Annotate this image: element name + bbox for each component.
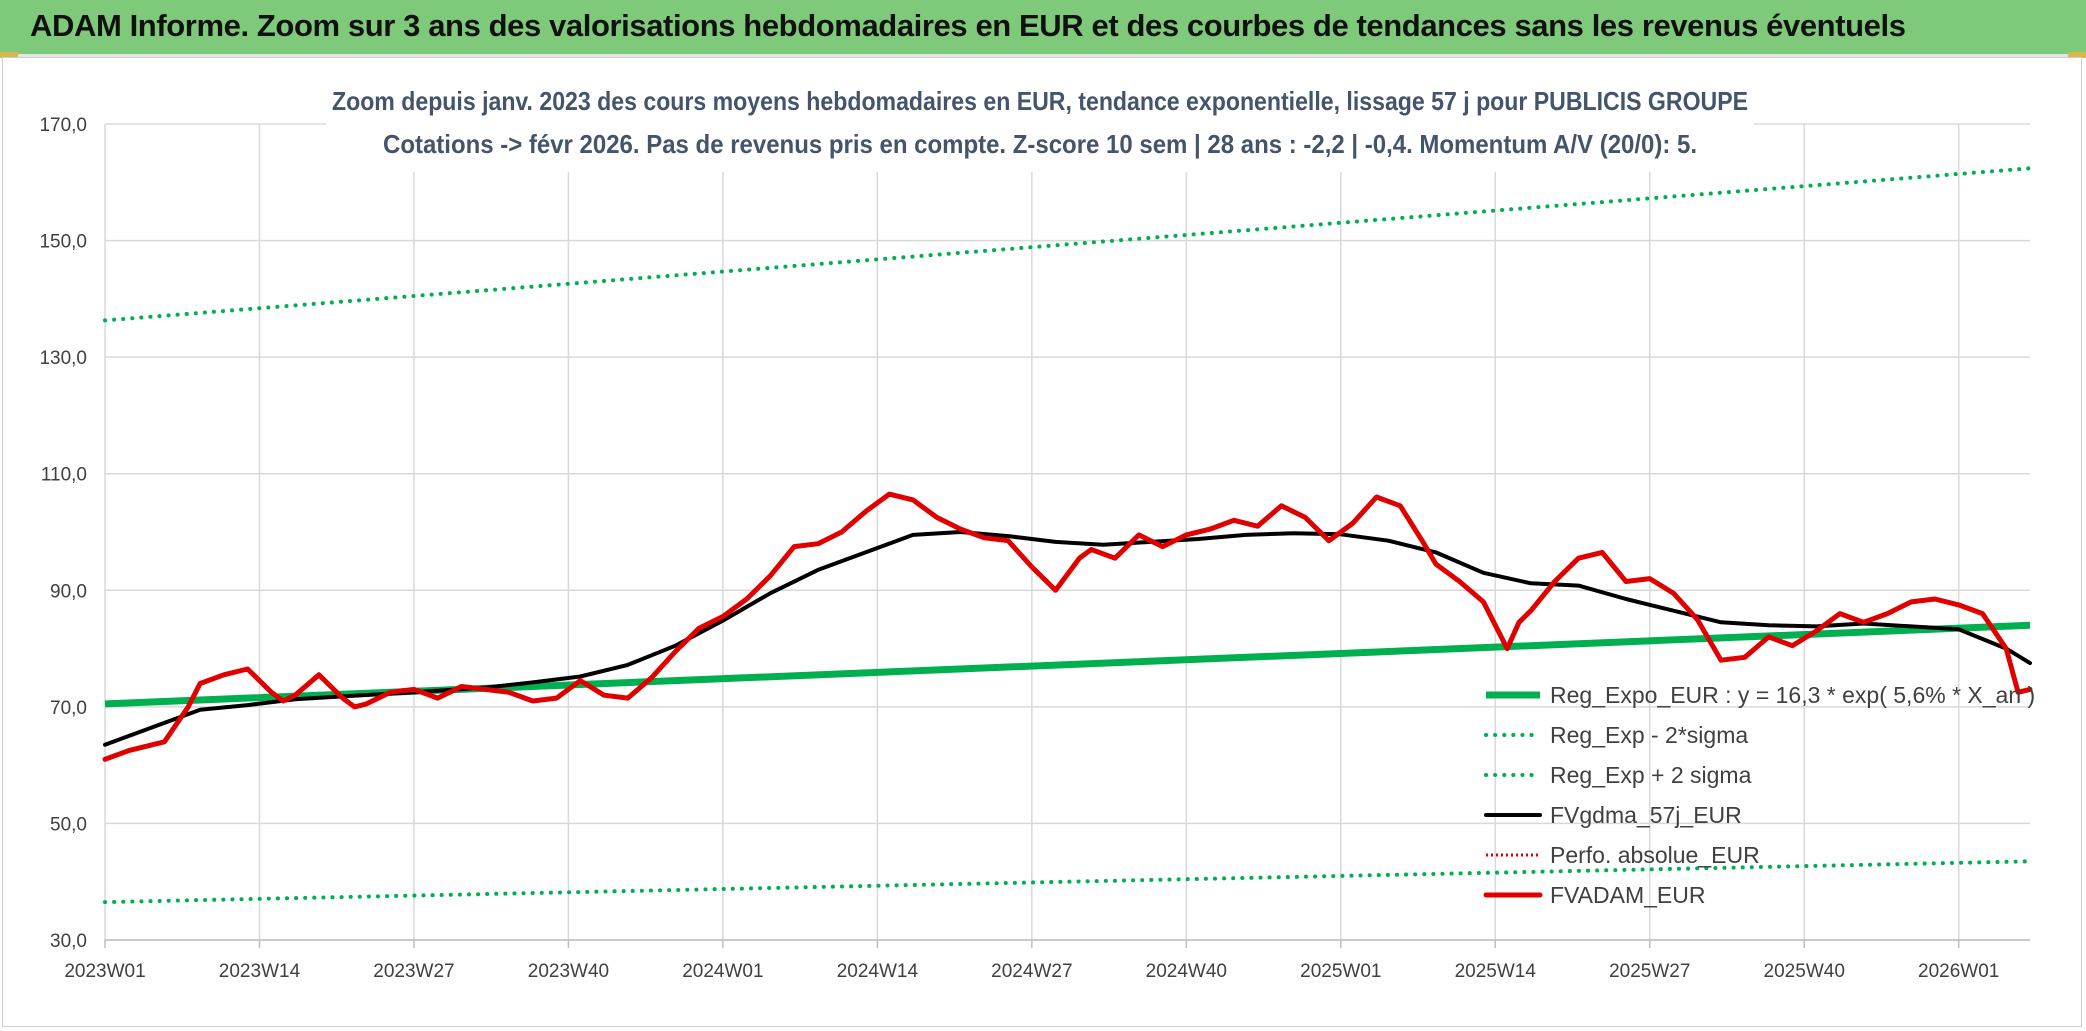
x-tick-label: 2025W27 <box>1609 961 1690 982</box>
x-tick-label: 2023W01 <box>64 961 145 982</box>
header-bar: ADAM Informe. Zoom sur 3 ans des valoris… <box>0 0 2086 57</box>
legend-label: Reg_Exp + 2 sigma <box>1550 762 1752 788</box>
x-tick-label: 2025W40 <box>1764 961 1845 982</box>
x-tick-label: 2024W14 <box>837 961 919 982</box>
x-tick-label: 2023W27 <box>373 961 454 982</box>
x-tick-label: 2024W40 <box>1146 961 1227 982</box>
x-axis-ticks: 2023W01 2023W14 2023W27 2023W40 2024W01 2024W… <box>64 939 2030 982</box>
legend-label: Reg_Exp - 2*sigma <box>1550 722 1748 748</box>
corner-mark-right <box>2068 52 2086 58</box>
y-tick-label: 30,0 <box>50 931 87 952</box>
legend-label: Reg_Expo_EUR : y = 16,3 * exp( 5,6% * X_… <box>1550 682 2035 708</box>
series-fvadam <box>102 491 2033 762</box>
x-tick-label: 2024W27 <box>991 961 1072 982</box>
chart-title-line-1: Zoom depuis janv. 2023 des cours moyens … <box>332 86 1748 116</box>
x-tick-label: 2025W01 <box>1300 961 1381 982</box>
x-tick-label: 2024W01 <box>682 961 763 982</box>
legend: Reg_Expo_EUR : y = 16,3 * exp( 5,6% * X_… <box>1483 682 2035 908</box>
legend-label: FVgdma_57j_EUR <box>1550 802 1742 828</box>
y-tick-label: 70,0 <box>50 698 87 719</box>
x-tick-label: 2026W01 <box>1918 961 1999 982</box>
legend-label: Perfo. absolue_EUR <box>1550 842 1760 868</box>
chart-title-background <box>326 78 1754 172</box>
y-tick-label: 130,0 <box>39 348 87 369</box>
corner-mark-left <box>0 52 18 58</box>
x-tick-label: 2023W40 <box>528 961 609 982</box>
y-axis-ticks: 30,0 50,0 70,0 90,0 110,0 130,0 150,0 170,0 <box>39 115 87 952</box>
x-tick-label: 2025W14 <box>1455 961 1537 982</box>
series-reg-minus-2sigma <box>103 859 2032 905</box>
y-tick-label: 170,0 <box>39 115 87 136</box>
x-tick-label: 2023W14 <box>219 961 301 982</box>
y-tick-label: 110,0 <box>41 465 87 486</box>
y-tick-label: 50,0 <box>50 814 87 835</box>
chart-frame <box>2 57 2082 1027</box>
y-tick-label: 90,0 <box>50 581 87 602</box>
series-lines <box>102 166 2033 905</box>
chart-title-line-2: Cotations -> févr 2026. Pas de revenus p… <box>383 129 1697 159</box>
series-reg-plus-2sigma <box>103 166 2032 323</box>
page-title: ADAM Informe. Zoom sur 3 ans des valoris… <box>30 8 1906 43</box>
y-tick-label: 150,0 <box>39 232 87 253</box>
gridlines <box>104 123 2030 941</box>
legend-label: FVADAM_EUR <box>1550 882 1706 908</box>
